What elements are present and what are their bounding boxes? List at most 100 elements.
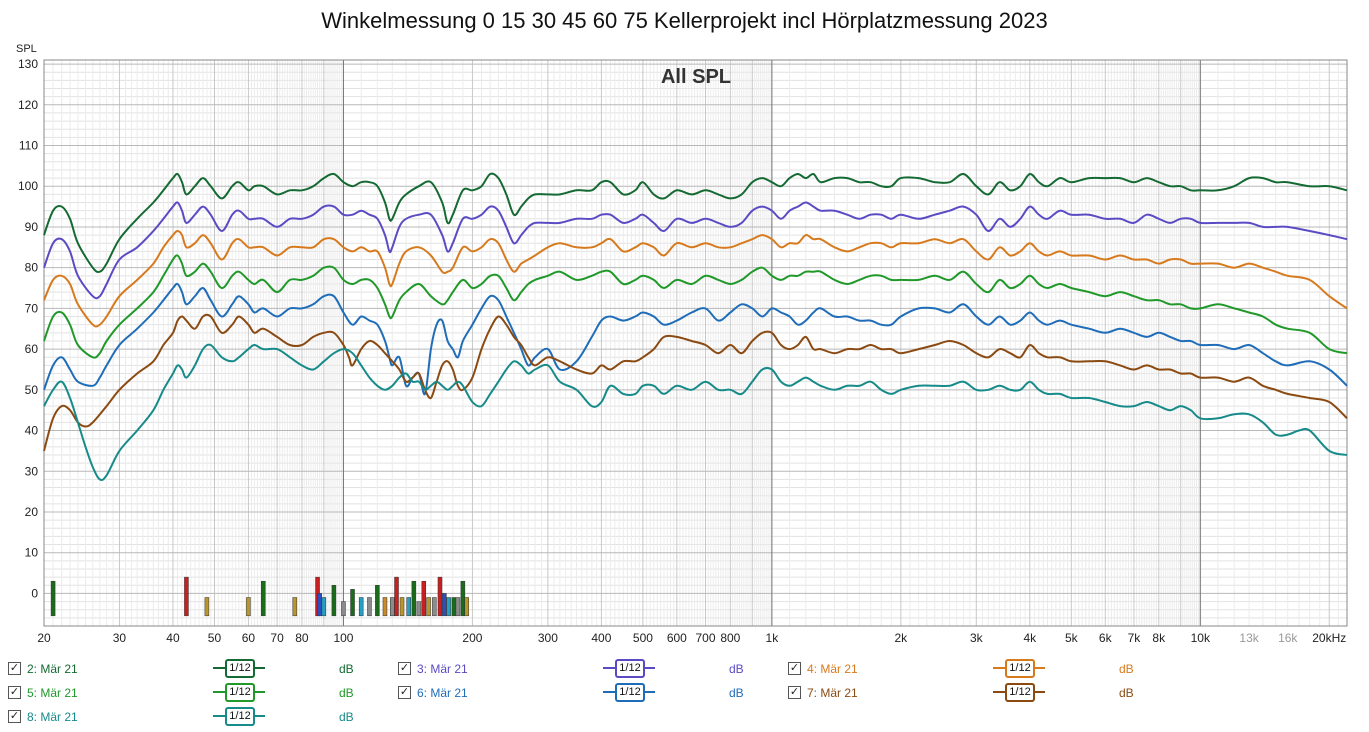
legend-checkbox[interactable]: ✓	[8, 710, 21, 723]
legend-checkbox[interactable]: ✓	[788, 686, 801, 699]
x-tick-label: 80	[295, 631, 309, 645]
series-line	[43, 343, 1348, 482]
legend-label: 8: Mär 21	[27, 710, 78, 724]
smoothing-label: 1/12	[615, 659, 645, 678]
legend-checkbox[interactable]: ✓	[8, 662, 21, 675]
smoothing-label: 1/12	[1005, 659, 1035, 678]
smoothing-button[interactable]: 1/12	[213, 707, 265, 726]
y-tick-label: 120	[18, 98, 38, 112]
smoothing-button[interactable]: 1/12	[993, 659, 1045, 678]
smoothing-label: 1/12	[1005, 683, 1035, 702]
legend-item[interactable]: ✓ 8: Mär 21 1/12 dB	[8, 707, 388, 728]
legend-label: 5: Mär 21	[27, 686, 78, 700]
legend-checkbox[interactable]: ✓	[8, 686, 21, 699]
measurement-marker	[460, 580, 466, 617]
x-tick-label: 700	[695, 631, 715, 645]
grid-major	[44, 60, 1347, 626]
legend-item[interactable]: ✓ 2: Mär 21 1/12 dB	[8, 659, 388, 680]
smoothing-button[interactable]: 1/12	[213, 683, 265, 702]
x-tick-label: 70	[270, 631, 284, 645]
legend-unit: dB	[1119, 662, 1134, 676]
x-tick-label: 5k	[1065, 631, 1079, 645]
smoothing-label: 1/12	[225, 707, 255, 726]
series-line	[43, 230, 1348, 328]
measurement-marker	[50, 580, 56, 617]
y-tick-label: 90	[25, 220, 39, 234]
y-tick-label: 110	[19, 139, 38, 153]
measurement-marker	[426, 597, 431, 617]
legend-checkbox[interactable]: ✓	[398, 686, 411, 699]
legend-item[interactable]: ✓ 6: Mär 21 1/12 dB	[398, 683, 778, 704]
legend-label: 6: Mär 21	[417, 686, 468, 700]
y-tick-label: 60	[25, 342, 39, 356]
measurement-marker	[375, 585, 380, 617]
series-line	[43, 313, 1348, 452]
smoothing-label: 1/12	[615, 683, 645, 702]
smoothing-button[interactable]: 1/12	[603, 683, 655, 702]
x-tick-label: 10k	[1191, 631, 1211, 645]
legend-item[interactable]: ✓ 3: Mär 21 1/12 dB	[398, 659, 778, 680]
x-tick-label: 400	[591, 631, 611, 645]
y-tick-label: 130	[18, 57, 38, 71]
measurement-marker	[321, 597, 327, 617]
y-tick-label: 40	[25, 424, 39, 438]
measurement-marker	[442, 593, 447, 617]
series-line	[43, 254, 1348, 359]
x-tick-label: 30	[113, 631, 127, 645]
measurement-marker	[394, 576, 399, 617]
legend-label: 2: Mär 21	[27, 662, 78, 676]
legend-checkbox[interactable]: ✓	[398, 662, 411, 675]
x-tick-label: 3k	[970, 631, 984, 645]
measurement-marker	[421, 580, 427, 617]
smoothing-button[interactable]: 1/12	[993, 683, 1045, 702]
measurement-marker	[416, 601, 422, 617]
legend-item[interactable]: ✓ 5: Mär 21 1/12 dB	[8, 683, 388, 704]
x-tick-label: 60	[242, 631, 256, 645]
x-tick-label: 40	[166, 631, 180, 645]
measurement-marker	[446, 597, 451, 617]
series-line	[43, 172, 1348, 274]
smoothing-label: 1/12	[225, 683, 255, 702]
legend-unit: dB	[729, 686, 744, 700]
legend-label: 4: Mär 21	[807, 662, 858, 676]
measurement-marker	[382, 597, 388, 617]
smoothing-button[interactable]: 1/12	[603, 659, 655, 678]
measurement-marker	[464, 597, 470, 617]
measurement-marker	[292, 597, 298, 617]
x-tick-label: 4k	[1023, 631, 1037, 645]
x-tick-label: 100	[333, 631, 353, 645]
x-tick-label: 200	[462, 631, 482, 645]
legend-unit: dB	[339, 710, 354, 724]
measurement-marker	[331, 585, 337, 617]
y-tick-label: 30	[25, 464, 39, 478]
legend-unit: dB	[339, 686, 354, 700]
x-tick-label: 2k	[895, 631, 909, 645]
y-tick-label: 0	[31, 586, 38, 600]
legend-unit: dB	[1119, 686, 1134, 700]
legend-checkbox[interactable]: ✓	[788, 662, 801, 675]
smoothing-button[interactable]: 1/12	[213, 659, 265, 678]
y-tick-label: 100	[18, 179, 38, 193]
frequency-response-chart: SPL All SPL 1301201101009080706050403020…	[16, 43, 1348, 645]
measurement-marker	[406, 597, 411, 617]
x-tick-label: 20kHz	[1312, 631, 1346, 645]
y-tick-label: 20	[25, 505, 39, 519]
plot-frame	[43, 59, 1348, 627]
y-tick-label: 70	[25, 301, 39, 315]
measurement-marker	[411, 580, 417, 617]
x-tick-label: 13k	[1239, 631, 1259, 645]
legend-item[interactable]: ✓ 4: Mär 21 1/12 dB	[788, 659, 1168, 680]
x-tick-label: 300	[538, 631, 558, 645]
x-tick-label: 1k	[766, 631, 780, 645]
legend-label: 3: Mär 21	[417, 662, 468, 676]
measurement-marker	[261, 580, 266, 617]
legend-item[interactable]: ✓ 7: Mär 21 1/12 dB	[788, 683, 1168, 704]
x-tick-label: 6k	[1099, 631, 1113, 645]
legend-label: 7: Mär 21	[807, 686, 858, 700]
measurement-markers	[50, 576, 470, 617]
measurement-marker	[390, 597, 395, 617]
measurement-marker	[367, 597, 372, 617]
x-tick-label: 600	[667, 631, 687, 645]
y-tick-label: 80	[25, 261, 39, 275]
